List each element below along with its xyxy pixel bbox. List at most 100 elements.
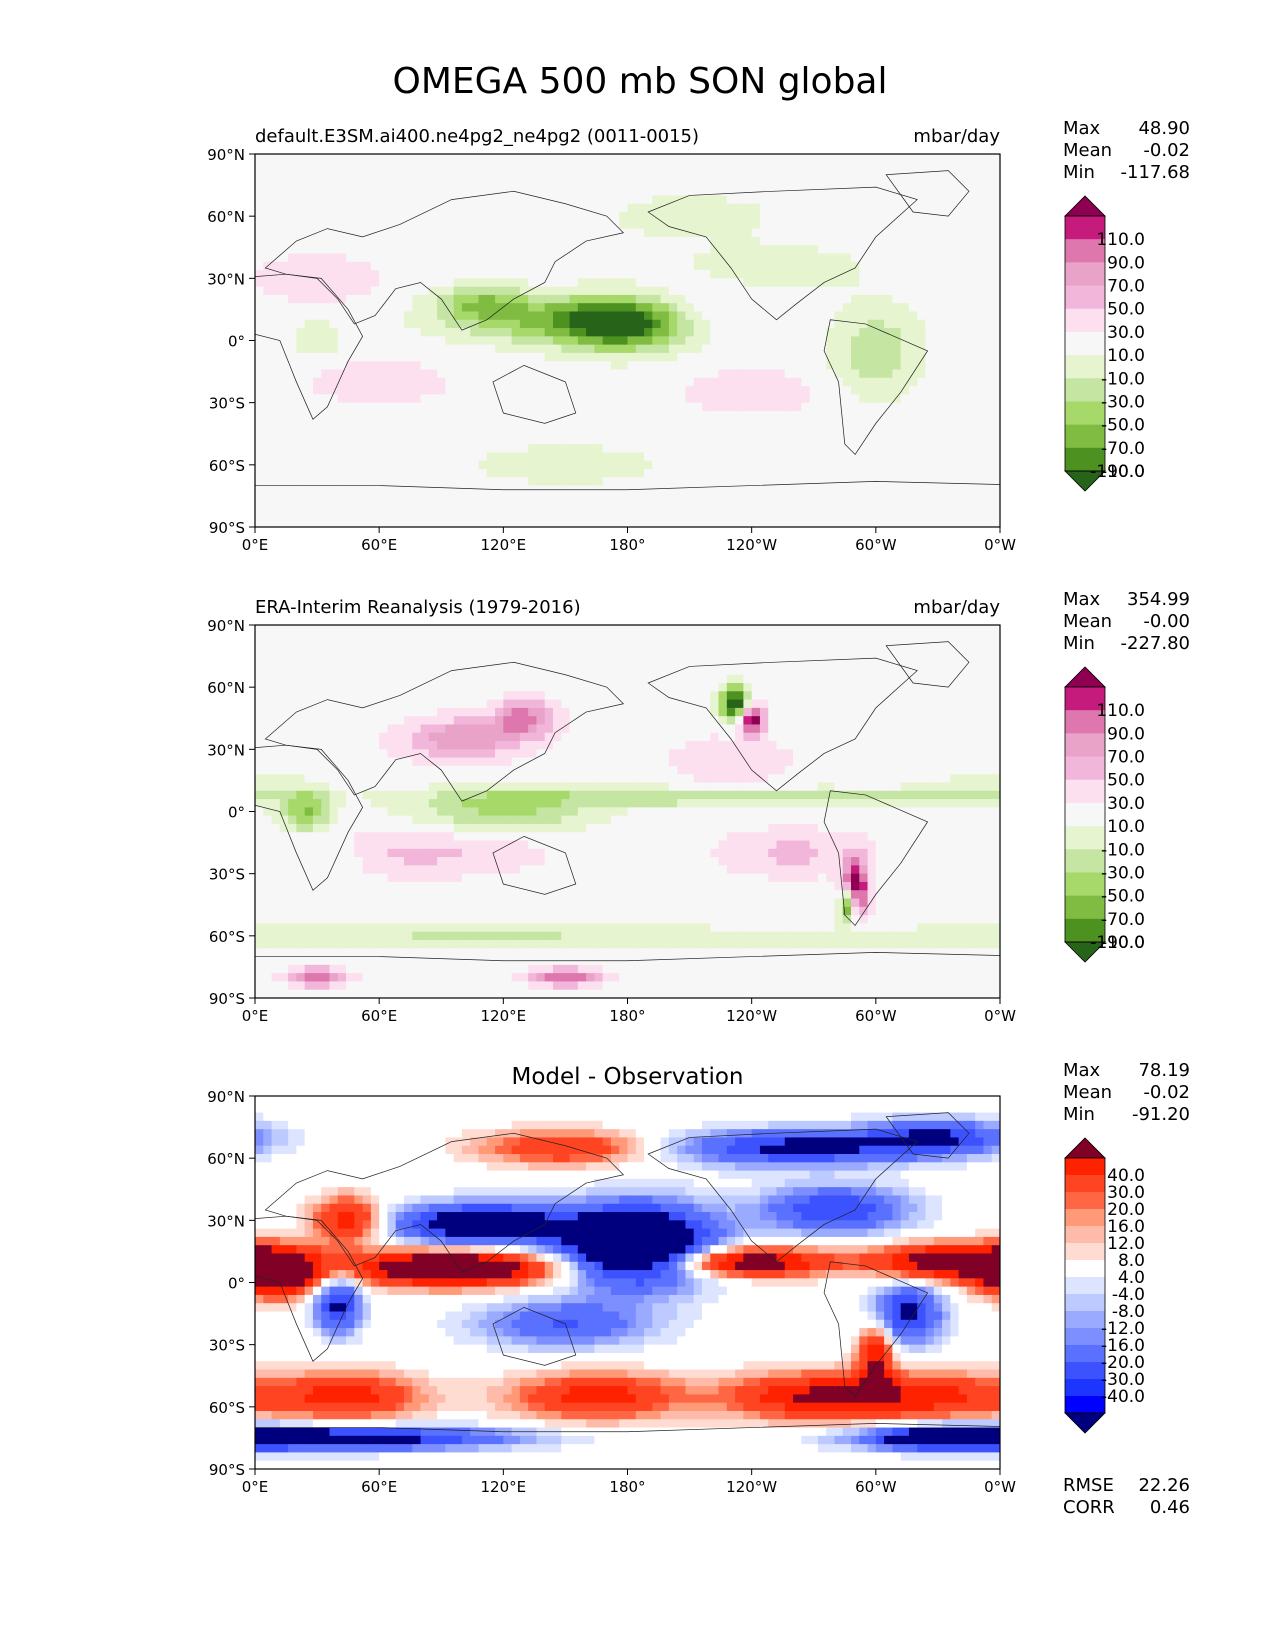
field-cell — [759, 178, 769, 188]
field-cell — [329, 410, 339, 420]
field-cell — [851, 419, 860, 429]
field-cell — [577, 427, 587, 437]
field-cell — [735, 410, 744, 420]
field-cell — [586, 658, 595, 668]
field-cell — [577, 402, 587, 412]
field-cell — [511, 518, 521, 527]
field-cell — [975, 352, 985, 362]
field-cell — [644, 435, 653, 445]
field-cell — [776, 303, 786, 313]
field-cell — [619, 294, 629, 304]
field-cell — [809, 633, 819, 643]
field-cell — [735, 286, 744, 296]
field-cell — [312, 691, 322, 701]
field-cell — [627, 444, 637, 453]
field-cell — [379, 435, 389, 445]
field-cell — [354, 236, 364, 246]
field-cell — [743, 369, 753, 379]
field-cell — [867, 328, 877, 337]
field-cell — [677, 410, 687, 420]
field-cell — [610, 402, 620, 412]
field-cell — [983, 336, 993, 346]
field-cell — [735, 319, 744, 329]
field-cell — [644, 311, 653, 321]
field-cell — [784, 460, 794, 470]
field-cell — [370, 683, 380, 692]
field-cell — [834, 674, 844, 684]
field-cell — [652, 228, 662, 238]
field-cell — [412, 649, 422, 659]
field-cell — [362, 319, 372, 329]
field-cell — [271, 625, 281, 634]
field-cell — [586, 683, 595, 692]
field-cell — [453, 361, 463, 371]
field-cell — [561, 419, 571, 429]
field-cell — [652, 261, 662, 271]
field-cell — [428, 699, 438, 709]
field-cell — [851, 427, 860, 437]
field-cell — [635, 485, 645, 495]
field-cell — [577, 477, 587, 487]
field-cell — [702, 178, 711, 188]
field-cell — [875, 518, 885, 527]
field-cell — [346, 502, 355, 512]
field-cell — [495, 444, 504, 453]
field-cell — [735, 386, 744, 395]
field-cell — [834, 286, 844, 296]
field-cell — [784, 649, 794, 659]
field-cell — [809, 674, 819, 684]
field-cell — [793, 477, 802, 487]
field-cell — [652, 319, 662, 329]
field-cell — [635, 220, 645, 230]
field-cell — [768, 154, 778, 163]
field-cell — [743, 394, 753, 404]
field-cell — [536, 691, 546, 701]
field-cell — [809, 195, 819, 205]
field-cell — [362, 460, 372, 470]
field-cell — [743, 641, 753, 651]
field-cell — [296, 510, 306, 520]
field-cell — [726, 452, 736, 462]
field-cell — [660, 452, 670, 462]
field-cell — [470, 228, 480, 238]
field-cell — [991, 674, 1000, 684]
field-cell — [561, 369, 571, 379]
field-cell — [619, 666, 629, 676]
field-cell — [495, 319, 504, 329]
field-cell — [279, 435, 289, 445]
field-cell — [420, 444, 430, 453]
field-cell — [677, 220, 687, 230]
field-cell — [528, 361, 538, 371]
colorbar: 110.090.070.050.030.010.0-10.0-30.0-50.0… — [1064, 195, 1145, 492]
field-cell — [834, 402, 844, 412]
field-cell — [271, 666, 281, 676]
field-cell — [453, 178, 463, 188]
field-cell — [519, 683, 529, 692]
field-cell — [619, 625, 629, 634]
field-cell — [478, 319, 488, 329]
field-cell — [577, 203, 587, 213]
field-cell — [495, 294, 504, 304]
field-cell — [577, 253, 587, 263]
field-cell — [751, 625, 761, 634]
field-cell — [312, 228, 322, 238]
field-cell — [859, 444, 869, 453]
field-cell — [834, 328, 844, 337]
field-cell — [354, 699, 364, 709]
field-cell — [536, 311, 546, 321]
field-cell — [271, 641, 281, 651]
field-cell — [445, 435, 455, 445]
field-cell — [867, 468, 877, 478]
field-cell — [536, 452, 546, 462]
field-cell — [859, 691, 869, 701]
field-cell — [917, 477, 927, 487]
field-cell — [801, 294, 811, 304]
field-cell — [602, 361, 612, 371]
field-cell — [602, 328, 612, 337]
field-cell — [875, 666, 885, 676]
field-cell — [834, 319, 844, 329]
field-cell — [271, 386, 281, 395]
field-cell — [255, 641, 264, 651]
field-cell — [884, 261, 893, 271]
field-cell — [908, 361, 918, 371]
